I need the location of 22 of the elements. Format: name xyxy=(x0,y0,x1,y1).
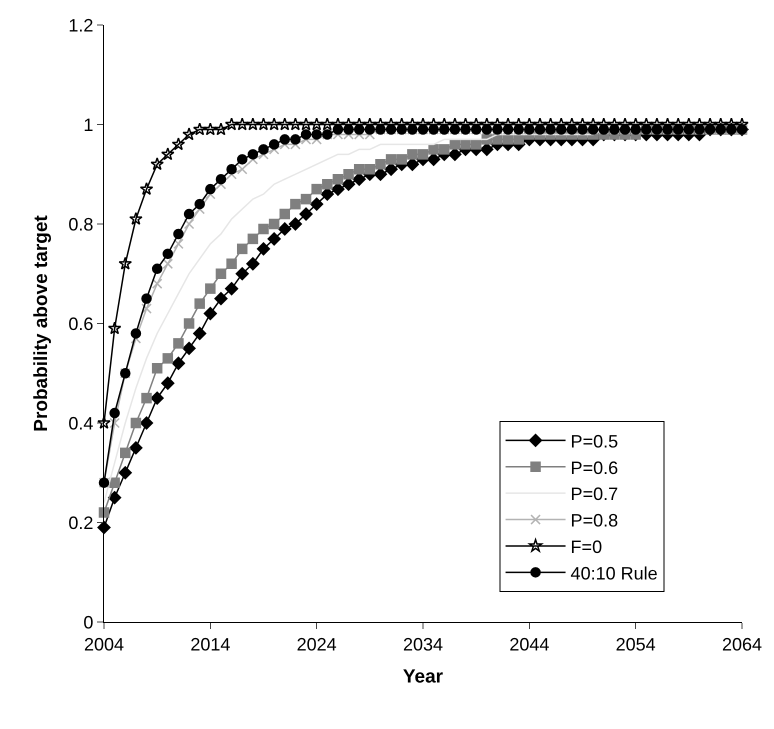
y-tick-label: 1 xyxy=(83,114,94,135)
y-tick-label: 1.2 xyxy=(68,15,94,36)
legend-label: P=0.8 xyxy=(570,510,618,531)
legend-label: 40:10 Rule xyxy=(570,563,658,584)
x-tick-label: 2004 xyxy=(84,634,124,655)
x-tick-label: 2054 xyxy=(616,634,656,655)
x-axis-title: Year xyxy=(402,666,444,688)
x-tick-label: 2034 xyxy=(402,634,444,655)
y-tick-label: 0.6 xyxy=(68,314,94,334)
x-tick-label: 2064 xyxy=(722,634,762,655)
legend-label: P=0.6 xyxy=(570,458,618,478)
legend-label: P=0.7 xyxy=(570,484,618,504)
x-tick-label: 2024 xyxy=(296,634,337,655)
y-tick-label: 0.2 xyxy=(68,512,94,533)
legend-label: F=0 xyxy=(570,536,602,557)
legend-label: P=0.5 xyxy=(570,431,618,452)
y-tick-label: 0.8 xyxy=(68,214,94,234)
x-tick-label: 2014 xyxy=(190,634,230,655)
y-tick-label: 0.4 xyxy=(68,413,94,434)
x-tick-label: 2044 xyxy=(509,634,550,655)
y-axis-title: Probability above target xyxy=(31,214,52,432)
y-tick-label: 0 xyxy=(83,612,94,632)
